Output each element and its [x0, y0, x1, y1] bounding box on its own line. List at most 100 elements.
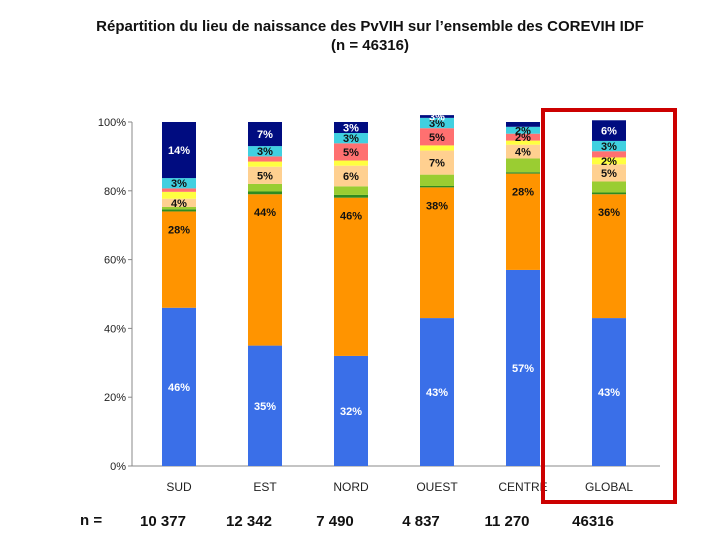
bar-segment [248, 146, 282, 157]
y-tick-label: 100% [98, 117, 126, 129]
data-label: 3% [343, 123, 359, 135]
bar-segment [592, 164, 626, 182]
bar-segment [162, 178, 196, 189]
data-label: 3% [429, 111, 445, 123]
bar-segment [420, 128, 454, 146]
data-label: 3% [601, 141, 617, 153]
bar-segment [506, 269, 540, 466]
data-label: 46% [340, 211, 362, 223]
bar-segment [420, 115, 454, 118]
data-label: 5% [257, 170, 273, 182]
bar-segment [592, 151, 626, 158]
data-label: 43% [426, 387, 448, 399]
bar-segment [248, 156, 282, 162]
bar-segment [334, 122, 368, 134]
bar-segment [334, 133, 368, 144]
n-value: 4 837 [402, 513, 440, 530]
data-label: 4% [515, 147, 531, 159]
bar-segment [506, 140, 540, 145]
data-label: 28% [512, 187, 534, 199]
bar-segment [162, 206, 196, 210]
bar-segment [334, 194, 368, 198]
data-label: 44% [254, 207, 276, 219]
n-value: 10 377 [140, 513, 186, 530]
data-label: 4% [171, 198, 187, 210]
data-label: 3% [343, 133, 359, 145]
bar-segment [248, 166, 282, 184]
n-value: 7 490 [316, 513, 354, 530]
bar-segment [506, 144, 540, 159]
bar-segment [248, 194, 282, 346]
bar-segment [506, 172, 540, 174]
x-tick-label: EST [253, 480, 277, 494]
bar-segment [592, 318, 626, 466]
data-label: 6% [343, 171, 359, 183]
bar-segment [248, 183, 282, 192]
bar-segment [506, 122, 540, 127]
data-label: 14% [168, 145, 190, 157]
bar-segment [420, 117, 454, 129]
data-label: 43% [598, 387, 620, 399]
bar-segment [162, 122, 196, 179]
bar-segment [162, 209, 196, 212]
x-tick-label: GLOBAL [585, 480, 633, 494]
data-label: 57% [512, 363, 534, 375]
n-value: 46316 [572, 513, 614, 530]
y-tick-label: 0% [110, 461, 126, 473]
bar-segment [162, 191, 196, 199]
data-label: 2% [515, 125, 531, 137]
n-label: n = [80, 512, 103, 529]
n-value: 11 270 [484, 513, 529, 530]
data-label: 5% [601, 168, 617, 180]
data-label: 5% [343, 147, 359, 159]
bar-segment [506, 173, 540, 270]
y-tick-label: 20% [104, 392, 126, 404]
data-label: 3% [429, 118, 445, 130]
bar-segment [592, 181, 626, 193]
bar-segment [248, 161, 282, 167]
data-label: 7% [257, 129, 273, 141]
y-tick-label: 60% [104, 255, 126, 267]
data-label: 5% [429, 132, 445, 144]
y-tick-label: 40% [104, 323, 126, 335]
bar-segment [592, 192, 626, 195]
data-label: 3% [257, 146, 273, 158]
bar-segment [334, 355, 368, 466]
data-label: 36% [598, 207, 620, 219]
bar-segment [334, 165, 368, 187]
bar-segment [248, 345, 282, 466]
bar-segment [334, 160, 368, 166]
bar-segment [506, 158, 540, 173]
data-label: 38% [426, 200, 448, 212]
bar-segment [162, 198, 196, 207]
chart-subtitle: (n = 46316) [331, 37, 409, 54]
x-tick-label: CENTRE [498, 480, 547, 494]
bar-segment [248, 191, 282, 195]
data-label: 46% [168, 382, 190, 394]
bar-segment [506, 133, 540, 141]
bar-segment [420, 174, 454, 186]
bar-segment [162, 211, 196, 308]
bar-segment [334, 197, 368, 356]
bar-segment [162, 307, 196, 466]
data-label: 2% [601, 156, 617, 168]
highlight-frame [541, 108, 677, 504]
data-label: 7% [429, 158, 445, 170]
chart-title: Répartition du lieu de naissance des PvV… [96, 18, 644, 35]
data-label: 6% [601, 126, 617, 138]
x-tick-label: NORD [333, 480, 369, 494]
bar-segment [506, 126, 540, 134]
x-tick-label: SUD [166, 480, 192, 494]
bar-segment [420, 318, 454, 466]
bar-segment [420, 150, 454, 175]
data-label: 2% [515, 132, 531, 144]
bar-segment [162, 188, 196, 192]
y-tick-label: 80% [104, 186, 126, 198]
bar-segment [334, 186, 368, 195]
bar-segment [248, 122, 282, 147]
data-label: 3% [171, 178, 187, 190]
n-value: 12 342 [226, 513, 272, 530]
data-label: 32% [340, 406, 362, 418]
bar-segment [334, 143, 368, 161]
